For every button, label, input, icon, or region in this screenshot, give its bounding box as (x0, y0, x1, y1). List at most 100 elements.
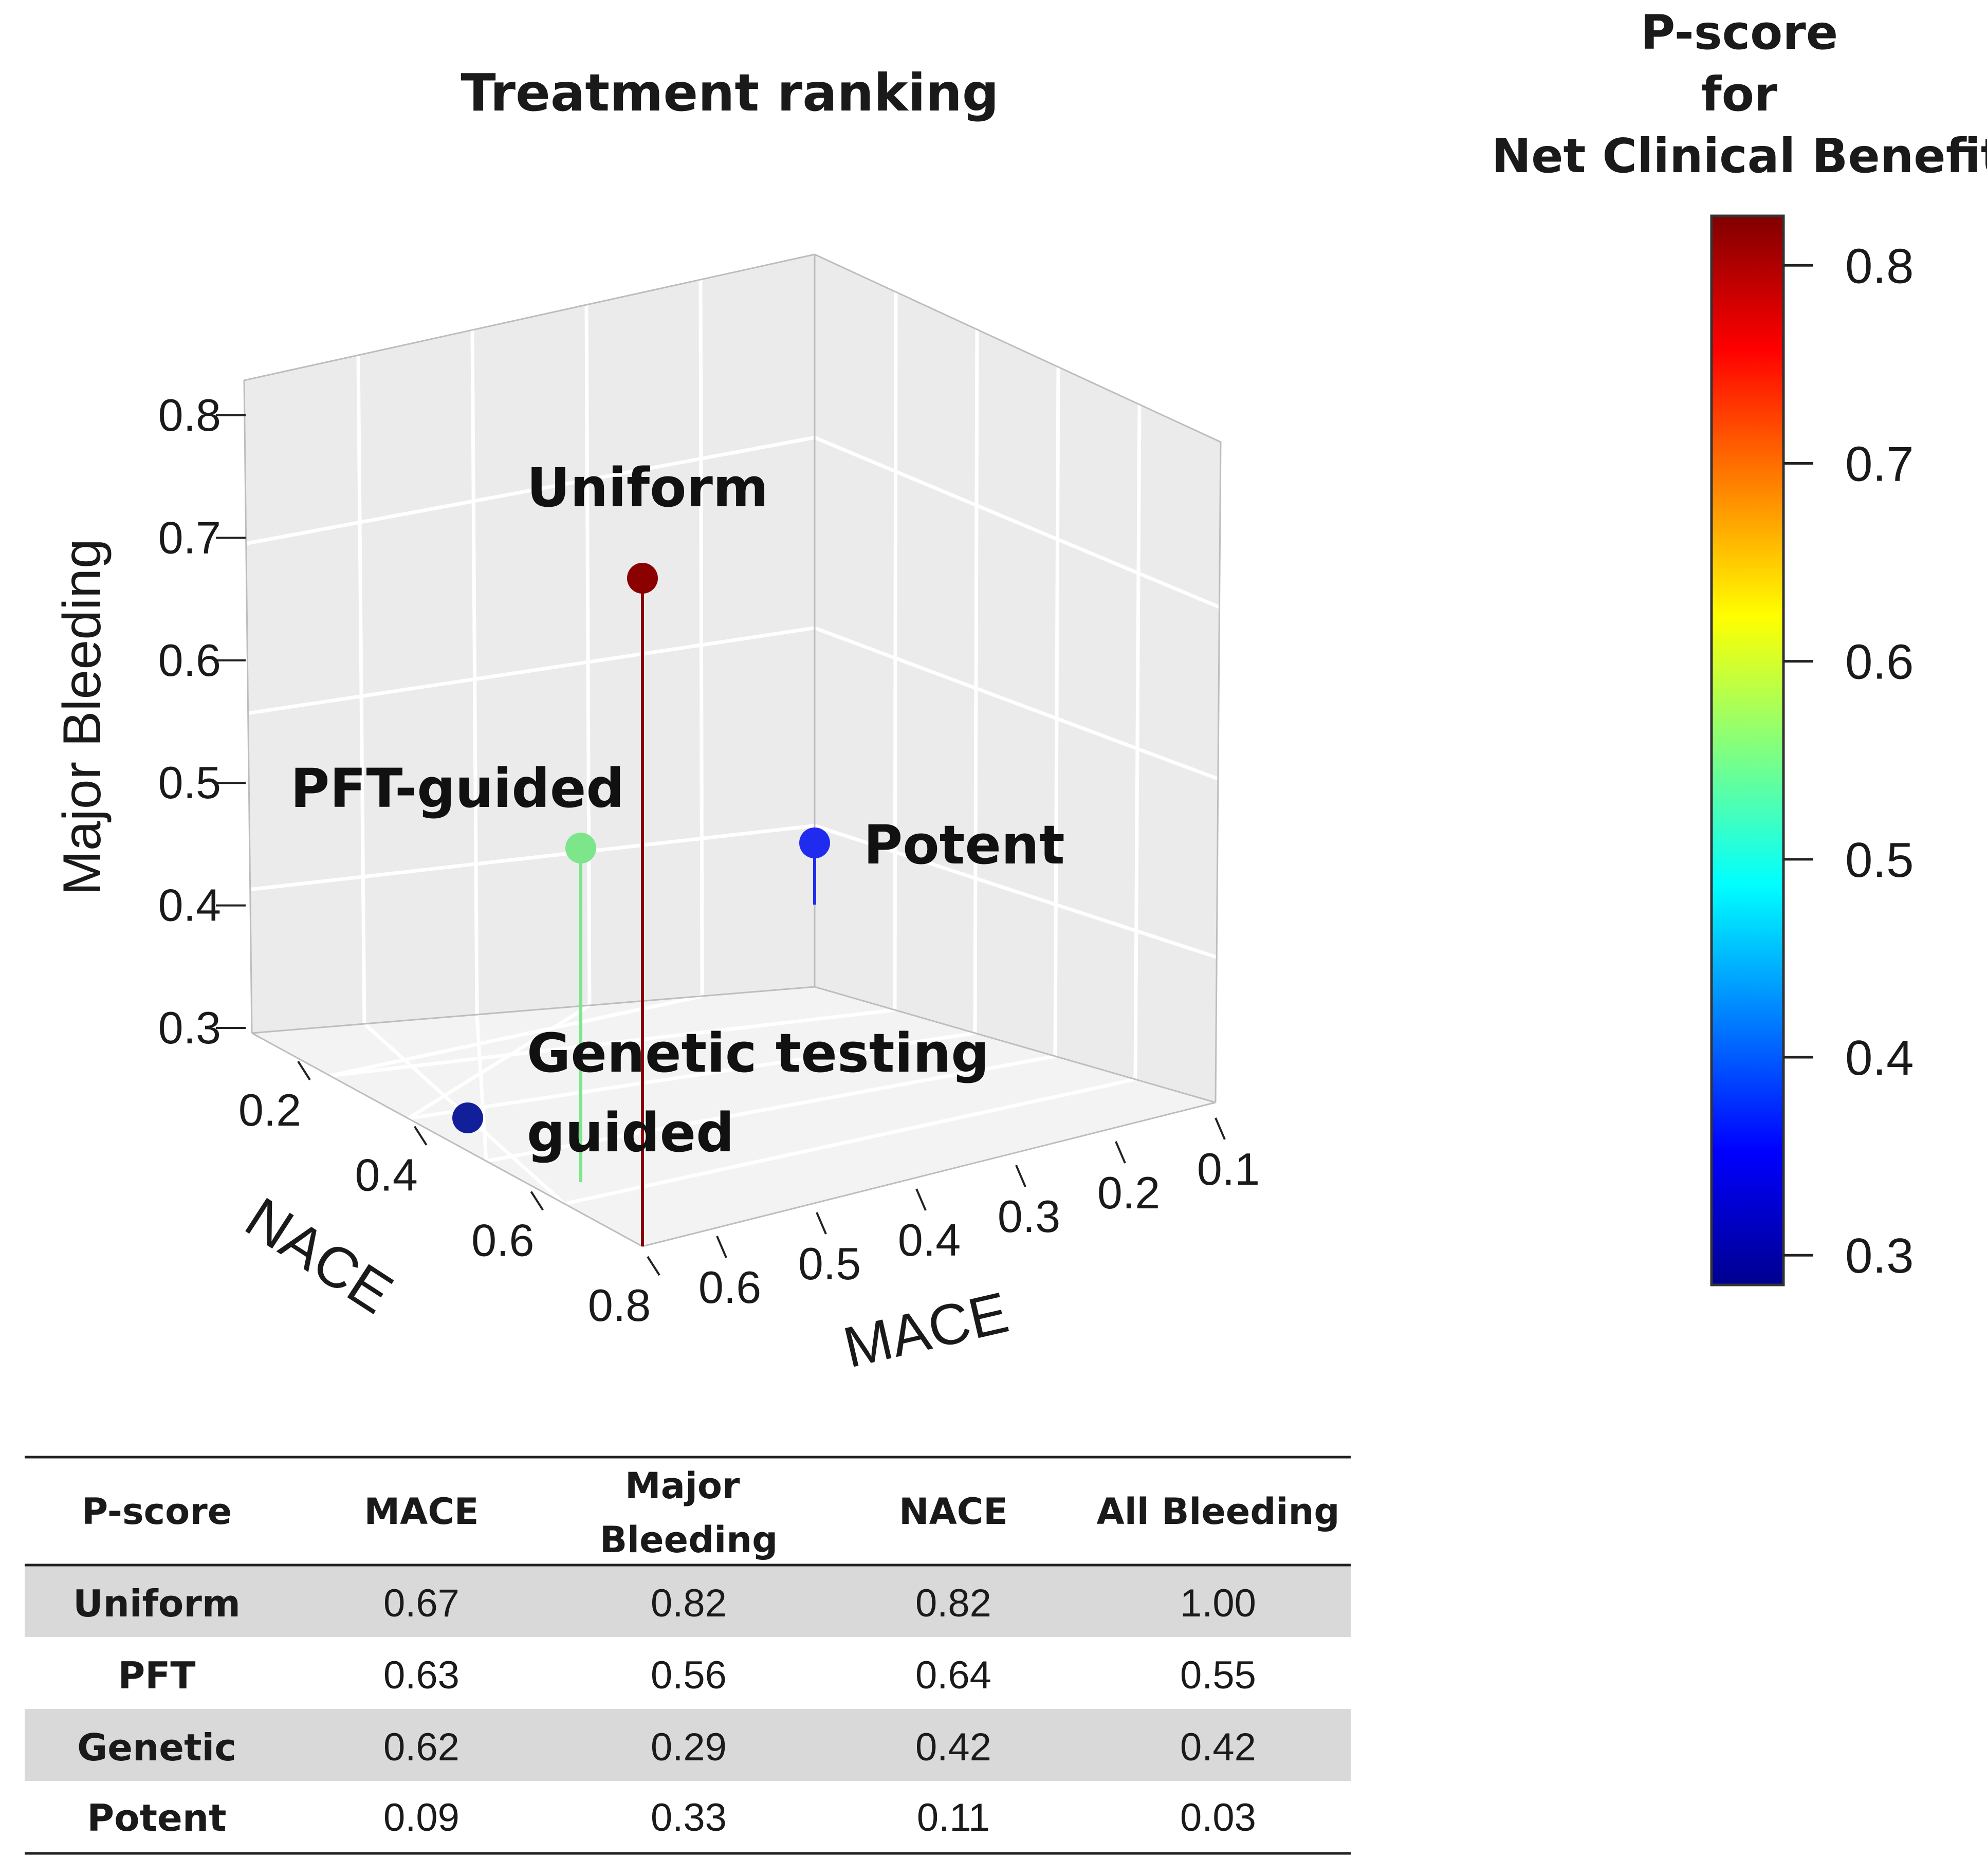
colorbar-ticks: 0.3 0.4 0.5 0.6 0.7 0.8 (1783, 238, 1914, 1283)
point-label-genetic-testing-guided: Genetic testing guided (527, 1022, 1008, 1164)
nace-tick-label: 0.2 (238, 1084, 301, 1135)
point-label-pft-guided: PFT-guided (290, 757, 624, 820)
table-cell: 0.33 (651, 1796, 727, 1840)
mace-tick-mark (716, 1236, 727, 1258)
table-cell: 1.00 (1180, 1581, 1256, 1625)
nace-tick-mark (647, 1256, 660, 1276)
table-row: Potent 0.09 0.33 0.11 0.03 (87, 1796, 1256, 1840)
mace-tick-mark (816, 1212, 827, 1235)
table-cell: 0.67 (383, 1581, 459, 1625)
point-potent (799, 827, 830, 858)
pane-gridlines (246, 279, 1220, 1206)
gridline-back-right (893, 291, 898, 1010)
table-cell: 0.63 (383, 1653, 459, 1697)
back-left-pane (244, 254, 815, 1033)
gridline-back-left (356, 355, 366, 1024)
table-header-mace: MACE (364, 1491, 479, 1533)
gridline-floor (408, 1031, 976, 1120)
table-cell: 0.56 (651, 1653, 727, 1697)
colorbar-title-line-1: P-score (1641, 5, 1838, 60)
z-axis-label: Major Bleeding (52, 539, 112, 895)
table-header-nace: NACE (899, 1491, 1008, 1533)
nace-tick-mark (413, 1126, 428, 1146)
gridline-back-right (1133, 404, 1142, 1080)
mace-tick-label: 0.2 (1097, 1167, 1160, 1218)
point-label-uniform: Uniform (527, 456, 769, 519)
z-tick-label: 0.6 (158, 635, 221, 686)
colorbar-title-line-2: for (1701, 67, 1778, 122)
colorbar-title: P-score for Net Clinical Benefit (1492, 5, 1987, 183)
table-cell: 0.64 (915, 1653, 991, 1697)
table-body: Uniform 0.67 0.82 0.82 1.00 PFT 0.63 0.56 0.64 0.… (73, 1581, 1256, 1840)
gridline-back-left (698, 279, 704, 997)
nace-tick-label: 0.8 (588, 1280, 651, 1331)
mace-tick-label: 0.3 (998, 1191, 1060, 1242)
table-row: Genetic 0.62 0.29 0.42 0.42 (77, 1725, 1256, 1769)
mace-tick-label: 0.1 (1197, 1144, 1260, 1194)
point-label-potent: Potent (863, 814, 1065, 876)
table-cell: 0.82 (915, 1581, 991, 1625)
table-row-label: Uniform (73, 1582, 241, 1625)
data-points (452, 563, 830, 1133)
mace-tick-label: 0.6 (698, 1262, 761, 1313)
z-tick-label: 0.5 (158, 757, 221, 808)
table-row: PFT 0.63 0.56 0.64 0.55 (118, 1653, 1256, 1697)
z-tick-label: 0.8 (158, 390, 221, 440)
genetic-label-line-1: Genetic testing (527, 1022, 989, 1084)
table-header-major-bleeding-line-1: Major (625, 1465, 740, 1507)
gridline-floor (329, 1008, 895, 1078)
table-row-shade (25, 1709, 1351, 1781)
table-row: Uniform 0.67 0.82 0.82 1.00 (73, 1581, 1256, 1625)
table-cell: 0.11 (917, 1796, 990, 1840)
nace-tick-mark (297, 1060, 311, 1081)
colorbar-tick-label: 0.4 (1845, 1031, 1914, 1086)
point-pft-guided (565, 833, 596, 863)
table-row-shade (25, 1565, 1351, 1637)
mace-tick-mark (1215, 1117, 1226, 1140)
point-genetic-testing-guided (452, 1102, 483, 1133)
z-tick-label: 0.7 (158, 512, 221, 563)
table-cell: 0.29 (651, 1725, 727, 1769)
colorbar-tick-label: 0.7 (1845, 436, 1914, 491)
mace-tick-label: 0.4 (898, 1215, 961, 1265)
table-header-major-bleeding: Major Bleeding (600, 1465, 778, 1561)
colorbar-tick-label: 0.8 (1845, 238, 1914, 293)
table-header-major-bleeding-line-2: Bleeding (600, 1519, 778, 1561)
table-cell: 0.62 (383, 1725, 459, 1769)
table-cell: 0.42 (915, 1725, 991, 1769)
colorbar-tick-label: 0.6 (1845, 635, 1914, 690)
colorbar-tick-label: 0.3 (1845, 1228, 1914, 1283)
z-tick-label: 0.4 (158, 880, 221, 931)
nace-tick-label: 0.6 (471, 1215, 534, 1265)
colorbar-gradient (1710, 214, 1785, 1286)
mace-axis-label: MACE (838, 1280, 1014, 1380)
nace-axis-label: NACE (234, 1185, 403, 1326)
nace-tick-label: 0.4 (355, 1150, 417, 1201)
gridline-back-right (973, 329, 979, 1034)
table-row-label: PFT (118, 1654, 195, 1697)
table-cell: 0.55 (1180, 1653, 1256, 1697)
table-header-all-bleeding: All Bleeding (1097, 1491, 1340, 1533)
chart-title: Treatment ranking (461, 63, 999, 123)
colorbar: P-score for Net Clinical Benefit 0.30.40… (1492, 5, 1987, 1286)
nace-tick-mark (530, 1191, 544, 1211)
mace-tick-mark (1115, 1141, 1126, 1164)
gridline-back-left (470, 329, 479, 1015)
back-right-pane (815, 254, 1221, 1102)
plot-3d-box (243, 253, 1222, 1247)
mace-tick-mark (915, 1188, 927, 1211)
p-score-table: P-score MACE Major Bleeding NACE All Ble… (25, 1456, 1351, 1855)
table-header-p-score: P-score (82, 1491, 232, 1533)
gridline-floor (329, 994, 703, 1078)
gridline-back-right (1053, 366, 1060, 1057)
point-uniform (627, 563, 658, 594)
genetic-label-line-2: guided (527, 1101, 734, 1164)
mace-tick-label: 0.5 (798, 1238, 861, 1289)
table-cell: 0.42 (1180, 1725, 1256, 1769)
gridline-back-left (584, 304, 592, 1006)
table-row-label: Potent (87, 1796, 226, 1840)
colorbar-title-line-3: Net Clinical Benefit (1492, 128, 1987, 183)
colorbar-tick-label: 0.5 (1845, 833, 1914, 888)
gridline-floor (407, 1004, 591, 1120)
